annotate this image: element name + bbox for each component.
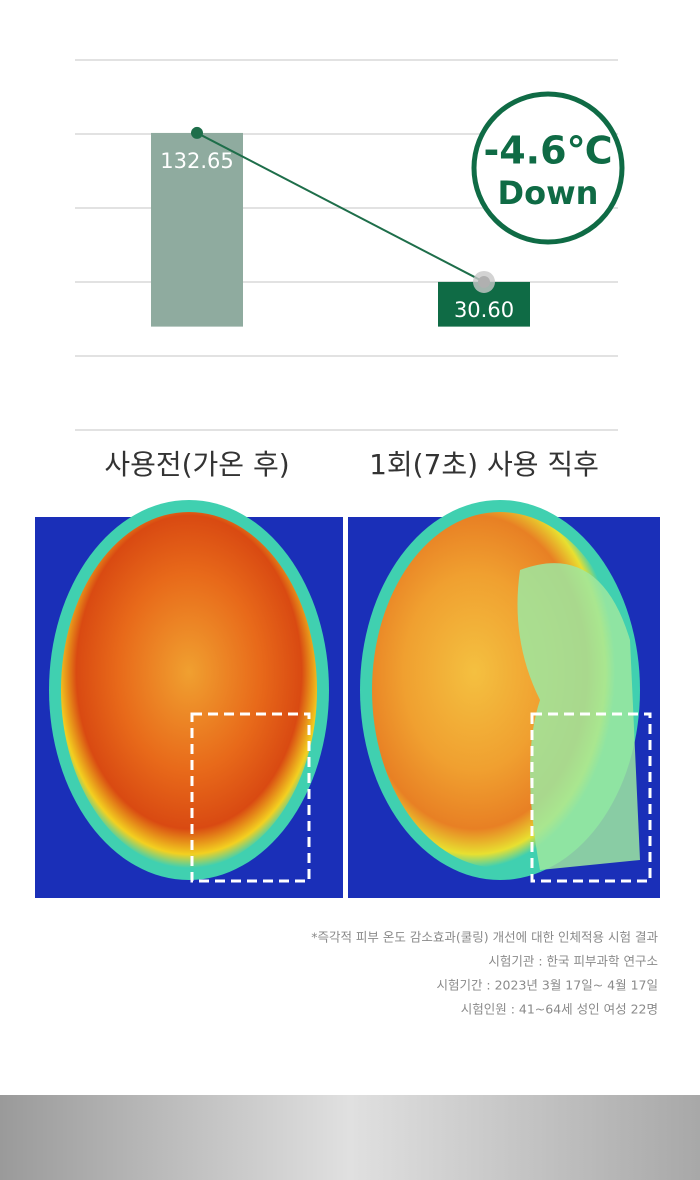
footnote: 시험인원 : 41~64세 성인 여성 22명 [461,1002,658,1017]
footnote: 시험기간 : 2023년 3월 17일~ 4월 17일 [436,978,658,993]
marker [478,275,490,288]
value-label: 132.65 [160,149,233,173]
cooled-area [517,563,640,870]
trend-line [196,132,485,283]
category-label: 1회(7초) 사용 직후 [369,448,599,481]
focus-box [190,712,311,883]
focus-box [530,712,652,883]
badge-value: -4.6℃ [483,129,612,173]
badge-label: Down [498,174,599,212]
bottom-banner [0,1095,700,1180]
face-before [61,512,317,868]
badge [471,91,625,245]
value-label: 30.60 [454,298,514,322]
category-label: 사용전(가온 후) [104,448,289,481]
bar [151,132,243,327]
footnote: *즉각적 피부 온도 감소효과(쿨링) 개선에 대한 인체적용 시험 결과 [311,930,658,945]
marker [191,126,203,139]
thermal-images [35,500,660,898]
chart-marks: 사용전(가온 후) 1회(7초) 사용 직후 132.65 30.60 [104,126,599,481]
footnotes: *즉각적 피부 온도 감소효과(쿨링) 개선에 대한 인체적용 시험 결과시험기… [311,930,658,1017]
footnote: 시험기관 : 한국 피부과학 연구소 [488,954,658,969]
